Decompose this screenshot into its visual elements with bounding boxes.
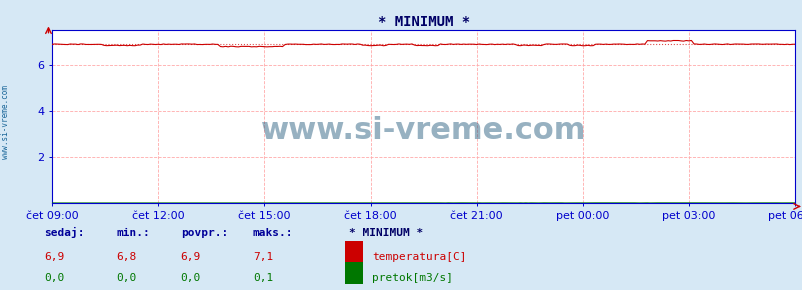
Title: * MINIMUM *: * MINIMUM * [377,15,469,29]
Text: sedaj:: sedaj: [44,227,84,238]
Text: 7,1: 7,1 [253,251,273,262]
Text: * MINIMUM *: * MINIMUM * [349,228,423,238]
Text: 0,0: 0,0 [44,273,64,283]
Text: 6,9: 6,9 [180,251,200,262]
Text: 6,9: 6,9 [44,251,64,262]
Text: 0,0: 0,0 [116,273,136,283]
Text: temperatura[C]: temperatura[C] [371,251,466,262]
Text: pretok[m3/s]: pretok[m3/s] [371,273,452,283]
Text: maks.:: maks.: [253,228,293,238]
Text: www.si-vreme.com: www.si-vreme.com [261,116,585,145]
Text: povpr.:: povpr.: [180,228,228,238]
Text: 0,1: 0,1 [253,273,273,283]
Text: min.:: min.: [116,228,150,238]
Text: 0,0: 0,0 [180,273,200,283]
Text: 6,8: 6,8 [116,251,136,262]
Text: www.si-vreme.com: www.si-vreme.com [1,85,10,159]
